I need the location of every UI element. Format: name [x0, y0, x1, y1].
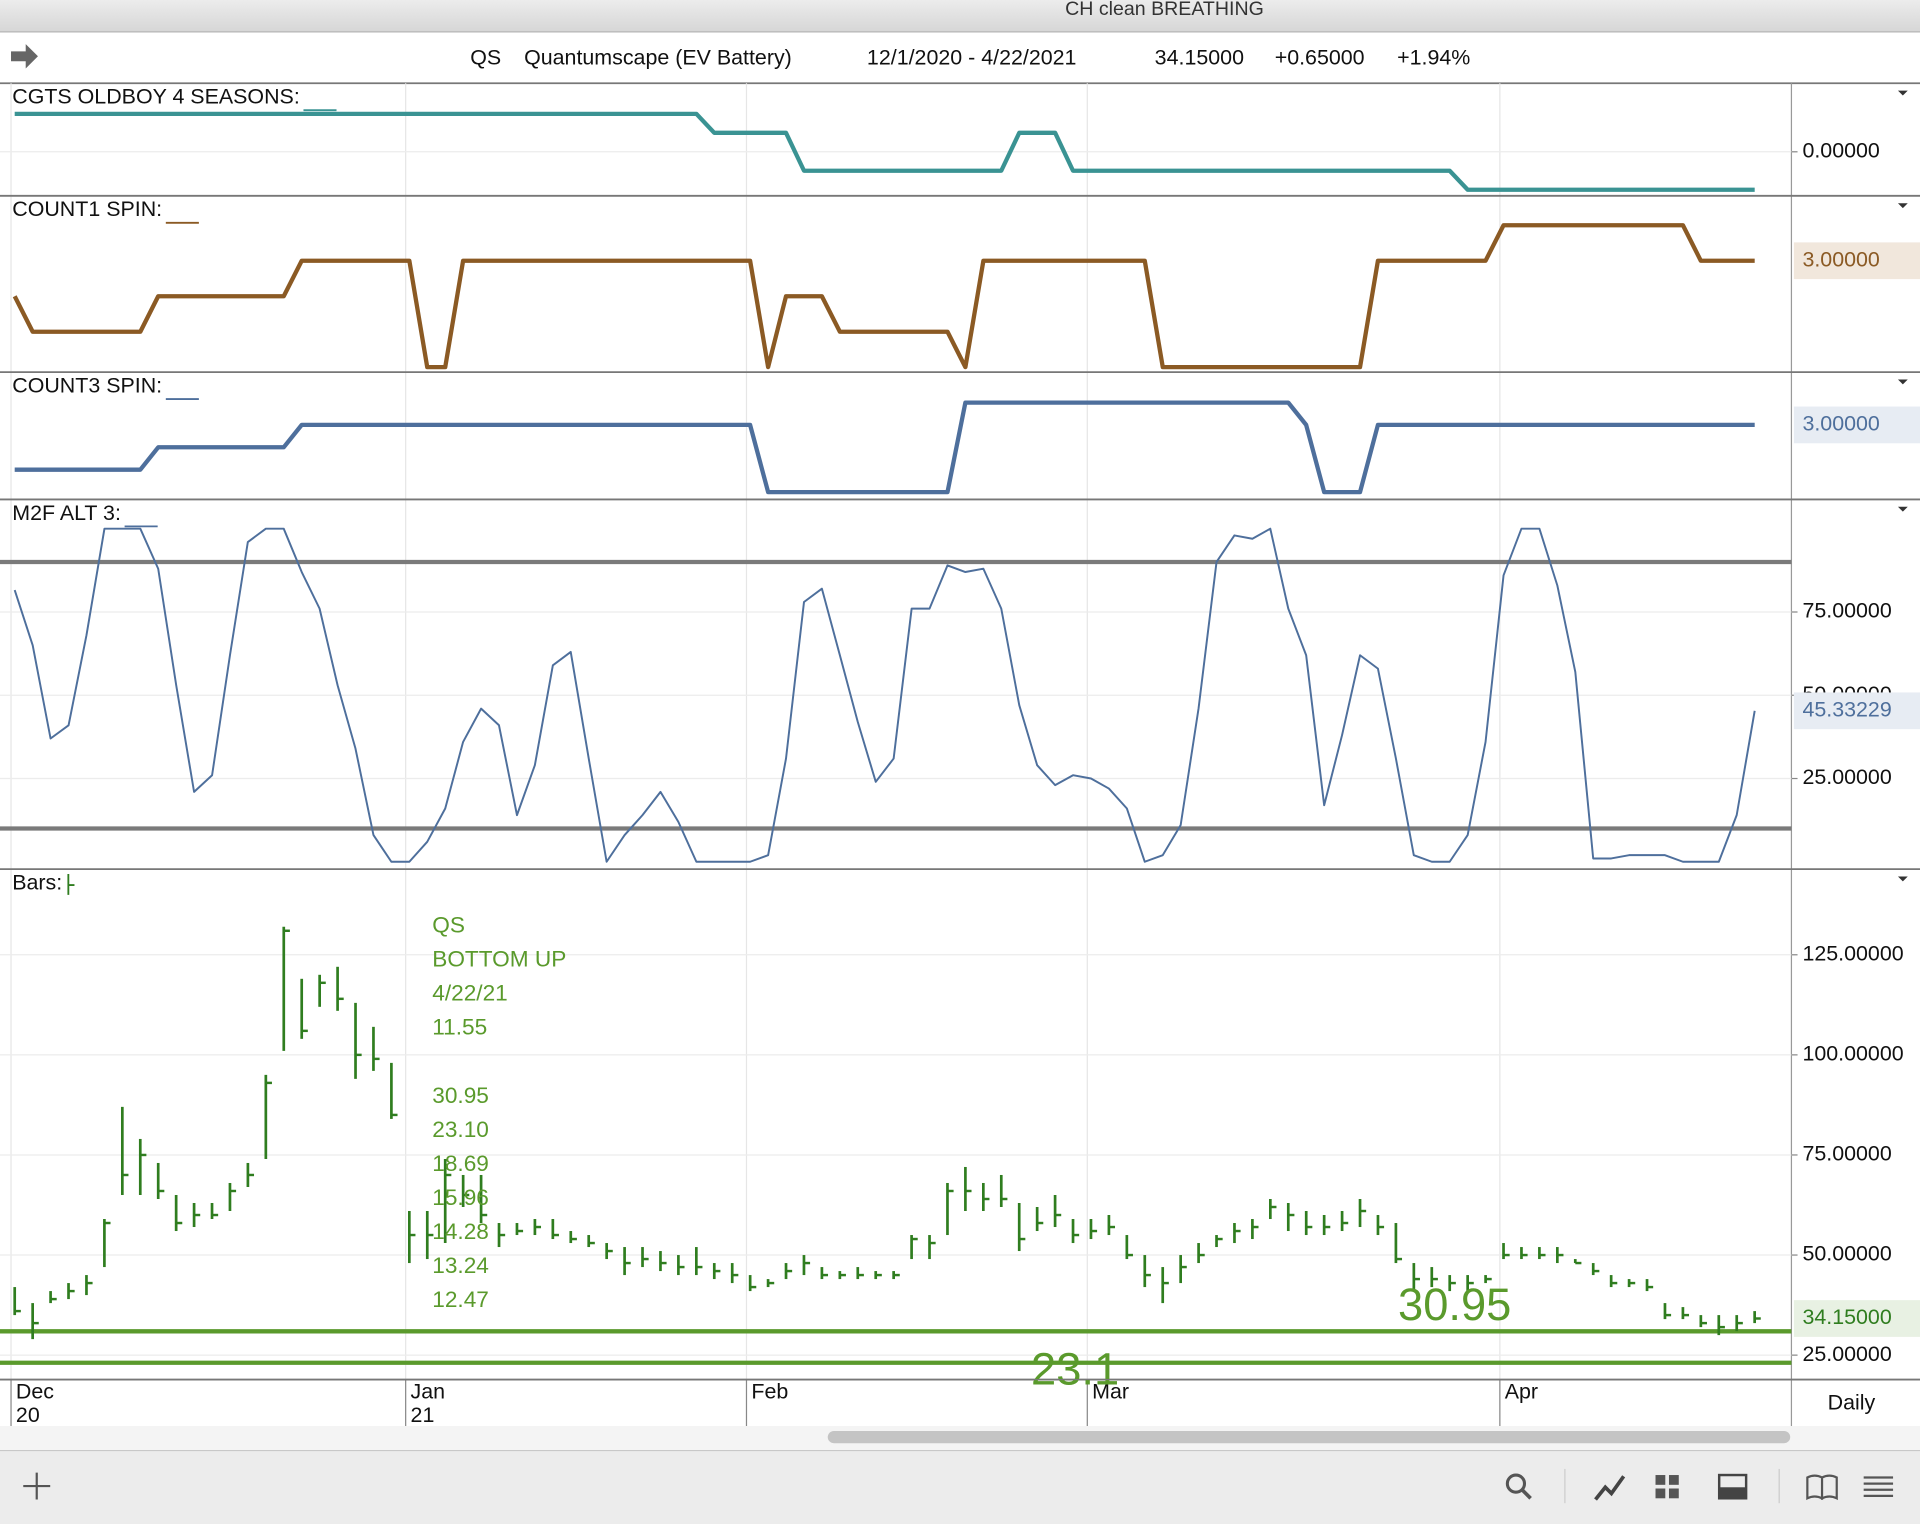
panel-menu[interactable]: [1897, 90, 1908, 96]
annotation-text: 15.96: [432, 1185, 489, 1210]
last-price: 34.15000: [1155, 45, 1244, 69]
x-tick-label: Apr: [1505, 1380, 1538, 1404]
indicator-line: [13, 527, 1756, 863]
annotation-text: 4/22/21: [432, 981, 508, 1006]
y-tick-label: 125.00000: [1802, 941, 1903, 965]
symbol: QS: [470, 45, 501, 69]
price-change: +0.65000: [1275, 45, 1365, 69]
y-tick-label: 75.00000: [1802, 1142, 1891, 1166]
annotation-text: 13.24: [432, 1253, 489, 1278]
add-button[interactable]: [23, 1472, 51, 1500]
title-bar: [0, 0, 1920, 32]
x-tick-label: Feb: [751, 1380, 788, 1404]
indicator-panel: COUNT3 SPIN: 3.00000: [0, 373, 1920, 501]
annotation-text: 30.95: [432, 1083, 489, 1108]
window-title: CH clean BREATHING: [1065, 0, 1264, 20]
y-tick-label: 75.00000: [1802, 599, 1891, 623]
annotation-text: 23.10: [432, 1117, 489, 1142]
last-value-label: 34.15000: [1802, 1305, 1891, 1329]
y-tick-label: 100.00000: [1802, 1042, 1903, 1066]
period-selector[interactable]: Daily: [1828, 1391, 1876, 1415]
y-tick-label: 25.00000: [1802, 1342, 1891, 1366]
annotation-text: QS: [432, 913, 465, 938]
indicator-panel: 0.00000 CGTS OLDBOY 4 SEASONS:: [0, 85, 1920, 197]
annotation-text: 18.69: [432, 1151, 489, 1176]
y-tick-label: 25.00000: [1802, 765, 1891, 789]
search-button[interactable]: [1505, 1473, 1532, 1500]
x-tick-label: Jan: [411, 1380, 446, 1404]
panel-button[interactable]: [1717, 1473, 1748, 1500]
date-range: 12/1/2020 - 4/22/2021: [867, 45, 1077, 69]
menu-button[interactable]: [1863, 1476, 1894, 1497]
layout-button[interactable]: [1655, 1475, 1679, 1499]
scrollbar[interactable]: [827, 1430, 1791, 1444]
indicator-panel: 25.00000 50.00000 75.00000 100.00000 125.000…: [0, 870, 1920, 1395]
last-value-box: [1793, 242, 1920, 280]
panel-title: Bars:: [12, 870, 62, 894]
panel-menu[interactable]: [1897, 203, 1908, 209]
panel-menu[interactable]: [1897, 379, 1908, 385]
panel-title: CGTS OLDBOY 4 SEASONS:: [12, 85, 300, 109]
x-tick-label: Mar: [1092, 1380, 1129, 1404]
level-label: 30.95: [1398, 1279, 1511, 1330]
indicator-line: [12, 223, 1755, 370]
last-value-box: [1793, 692, 1920, 730]
book-button[interactable]: [1806, 1474, 1838, 1501]
indicator-line: [14, 111, 1755, 192]
y-tick-label: 50.00000: [1802, 1242, 1891, 1266]
panel-menu[interactable]: [1897, 876, 1908, 882]
toolbar: [0, 1450, 1920, 1524]
last-value-box: [1793, 1300, 1920, 1337]
plot-area: Dec Jan Feb Mar Apr 20 21 0.00000 CGTS OLDBOY 4 …: [0, 83, 1920, 1427]
x-tick-year: 21: [411, 1403, 435, 1427]
panel-title: COUNT1 SPIN:: [12, 197, 162, 221]
last-value-label: 3.00000: [1802, 412, 1879, 436]
percent-change: +1.94%: [1397, 45, 1470, 69]
y-tick-label: 0.00000: [1802, 138, 1879, 162]
last-value-label: 45.33229: [1802, 697, 1891, 721]
panel-title: COUNT3 SPIN:: [12, 373, 162, 397]
draw-button[interactable]: [1594, 1475, 1626, 1501]
indicator-line: [14, 400, 1755, 495]
level-label: 23.1: [1031, 1344, 1119, 1395]
indicator-panel: COUNT1 SPIN: 3.00000: [0, 197, 1920, 374]
annotation-text: 11.55: [432, 1015, 487, 1040]
annotation-text: BOTTOM UP: [432, 947, 566, 972]
x-tick-label: Dec: [16, 1380, 54, 1404]
last-value-label: 3.00000: [1802, 247, 1879, 271]
last-value-box: [1793, 406, 1920, 444]
arrow-button[interactable]: [11, 44, 38, 69]
x-tick-year: 20: [16, 1403, 40, 1427]
annotation-text: 12.47: [432, 1287, 489, 1312]
panel-menu[interactable]: [1897, 506, 1908, 512]
bar-style-icon: [67, 874, 75, 895]
instrument-name: Quantumscape (EV Battery): [524, 45, 792, 69]
panel-title: M2F ALT 3:: [12, 501, 121, 525]
annotation-text: 14.28: [432, 1219, 489, 1244]
